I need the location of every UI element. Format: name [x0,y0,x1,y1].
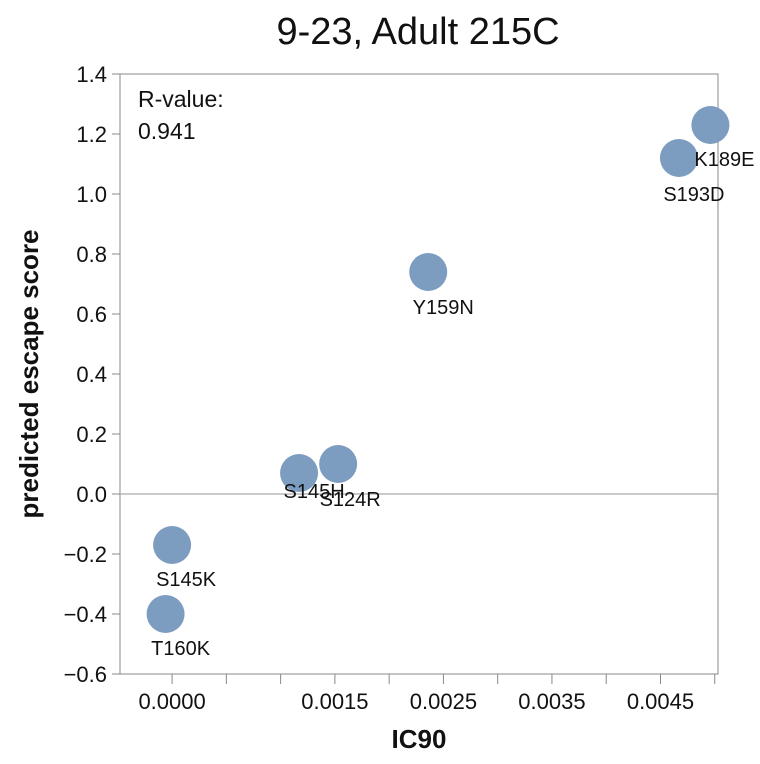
point-label: K189E [694,149,754,171]
y-tick-label: −0.2 [64,542,107,567]
point-label: Y159N [413,297,474,319]
chart-title: 9-23, Adult 215C [276,11,559,53]
point-label: S145K [156,569,217,591]
data-point [659,139,698,177]
y-tick-label: 0.2 [76,422,107,447]
x-tick-label: 0.0000 [138,689,205,714]
data-point [319,445,358,483]
x-tick-label: 0.0035 [518,689,585,714]
data-point [146,595,185,633]
point-label: S193D [663,184,724,206]
point-label: S145H [283,481,344,503]
point-label: T160K [151,638,211,660]
x-tick-label: 0.0015 [301,689,368,714]
y-tick-label: −0.6 [64,662,107,687]
y-tick-label: 0.0 [76,482,107,507]
points-layer [146,106,730,633]
x-axis-title: IC90 [392,724,447,754]
y-tick-label: 0.8 [76,242,107,267]
y-tick-label: −0.4 [64,602,107,627]
y-axis-title: predicted escape score [14,229,44,518]
y-tick-label: 1.0 [76,182,107,207]
x-tick-label: 0.0045 [627,689,694,714]
y-tick-label: 1.2 [76,122,107,147]
data-point [280,454,319,492]
point-label: S124R [320,489,381,511]
data-point [691,106,730,144]
r-value-number: 0.941 [138,118,196,144]
y-axis: −0.6 −0.4 −0.2 0.0 0.2 0.4 0.6 0.8 1.0 1.2 1.4 [64,62,120,687]
x-tick-label: 0.0025 [410,689,477,714]
y-tick-label: 1.4 [76,62,107,87]
y-tick-label: 0.4 [76,362,107,387]
r-value-label: R-value: [138,86,224,112]
x-axis: 0.0000 0.0015 0.0025 0.0035 0.0045 [138,674,716,714]
data-point [409,253,448,291]
y-tick-label: 0.6 [76,302,107,327]
data-point [153,526,192,564]
